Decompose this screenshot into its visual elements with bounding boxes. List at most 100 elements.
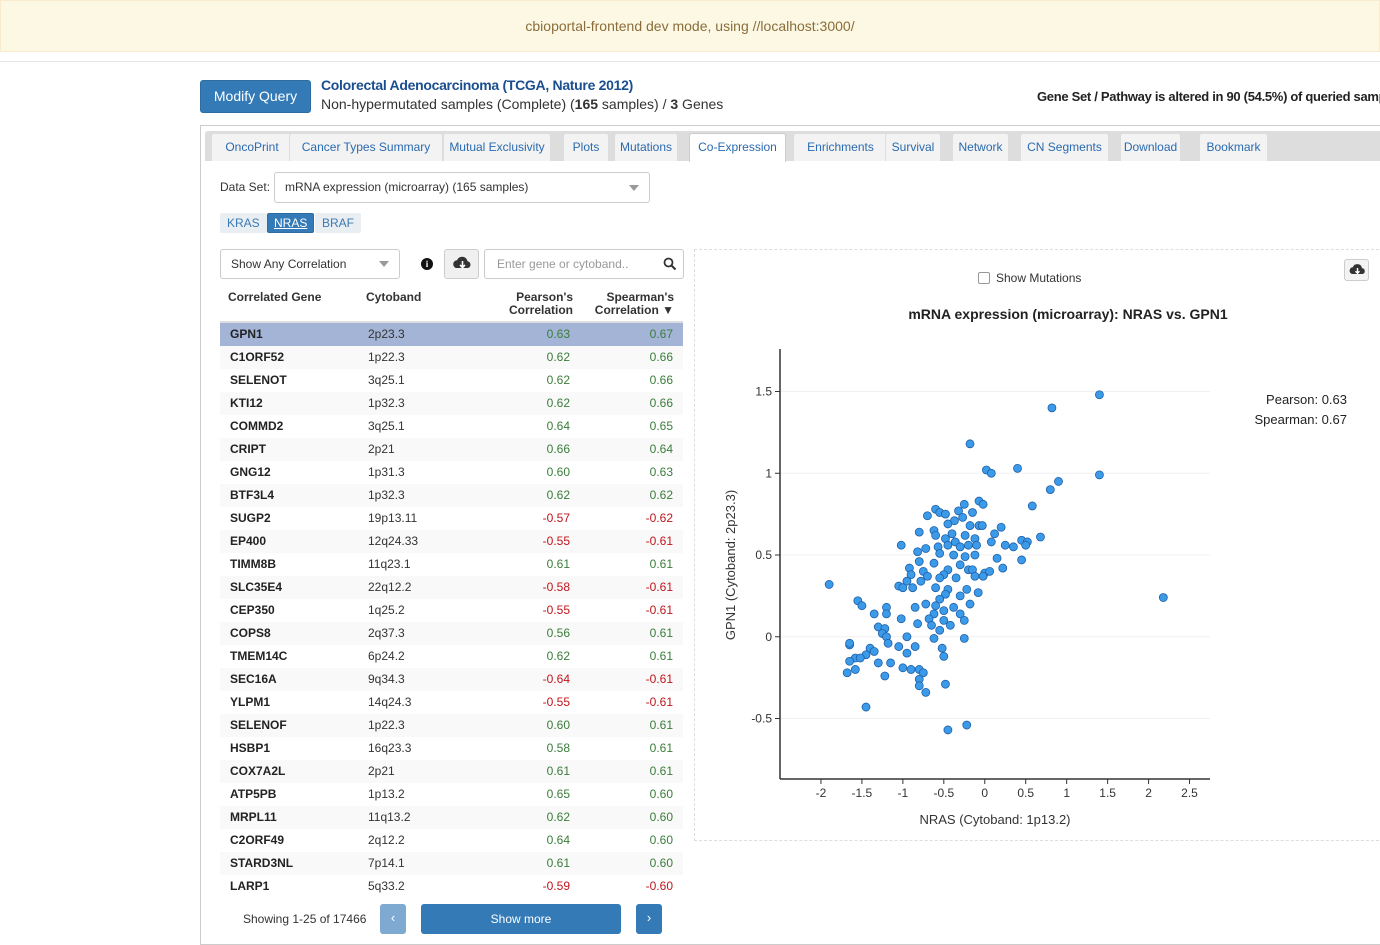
data-point: [1036, 532, 1045, 542]
data-point: [1054, 477, 1063, 486]
data-point: [958, 513, 968, 522]
table-row[interactable]: SLC35E4 22q12.2 -0.58 -0.61: [220, 576, 683, 599]
tab-survival[interactable]: Survival: [885, 133, 941, 161]
spearman-cell: 0.61: [649, 557, 673, 571]
table-row[interactable]: YLPM1 14q24.3 -0.55 -0.61: [220, 691, 683, 714]
cytoband-cell: 1p13.2: [368, 787, 405, 801]
tab-network[interactable]: Network: [952, 133, 1009, 161]
gene-tab-nras[interactable]: NRAS: [267, 213, 315, 233]
data-point: [955, 542, 965, 552]
table-row[interactable]: CEP350 1q25.2 -0.55 -0.61: [220, 599, 683, 622]
cytoband-cell: 1p22.3: [368, 350, 405, 364]
pearson-cell: 0.61: [546, 764, 570, 778]
data-point: [1027, 501, 1037, 511]
table-row[interactable]: MRPL11 11q13.2 0.62 0.60: [220, 806, 683, 829]
show-more-button[interactable]: Show more: [421, 904, 621, 934]
table-row[interactable]: TIMM8B 11q23.1 0.61 0.61: [220, 553, 683, 576]
col-header-spearman-line1: Spearman's: [606, 290, 674, 304]
download-plot-button[interactable]: [1344, 259, 1369, 281]
data-point: [965, 599, 975, 609]
table-row[interactable]: COX7A2L 2p21 0.61 0.61: [220, 760, 683, 783]
correlation-filter-select[interactable]: Show Any Correlation: [220, 249, 400, 279]
data-point: [941, 589, 950, 599]
table-row[interactable]: COMMD2 3q25.1 0.64 0.65: [220, 415, 683, 438]
data-point: [998, 563, 1008, 573]
table-row[interactable]: EP400 12q24.33 -0.55 -0.61: [220, 530, 683, 553]
tab-mutual-exclusivity[interactable]: Mutual Exclusivity: [443, 133, 551, 161]
table-row[interactable]: C1ORF52 1p22.3 0.62 0.66: [220, 346, 683, 369]
cytoband-cell: 2q12.2: [368, 833, 405, 847]
y-tick-label: 0: [765, 630, 772, 644]
data-point: [1021, 540, 1031, 550]
gene-tab-kras[interactable]: KRAS: [220, 213, 267, 233]
tab-mutations[interactable]: Mutations: [614, 133, 678, 161]
table-row[interactable]: CRIPT 2p21 0.66 0.64: [220, 438, 683, 461]
cytoband-cell: 9q34.3: [368, 672, 405, 686]
table-row[interactable]: C2ORF49 2q12.2 0.64 0.60: [220, 829, 683, 852]
spearman-cell: 0.61: [649, 649, 673, 663]
show-mutations-checkbox[interactable]: [978, 272, 990, 284]
table-row[interactable]: LARP1 5q33.2 -0.59 -0.60: [220, 875, 683, 898]
table-row[interactable]: GNG12 1p31.3 0.60 0.63: [220, 461, 683, 484]
show-mutations-toggle[interactable]: Show Mutations: [978, 271, 1081, 285]
spearman-cell: 0.66: [649, 396, 673, 410]
spearman-cell: 0.61: [649, 718, 673, 732]
gene-cell: CRIPT: [230, 442, 266, 456]
table-row[interactable]: SELENOF 1p22.3 0.60 0.61: [220, 714, 683, 737]
table-row[interactable]: TMEM14C 6p24.2 0.62 0.61: [220, 645, 683, 668]
tab-download[interactable]: Download: [1120, 133, 1181, 161]
gene-cell: EP400: [230, 534, 267, 548]
modify-query-button[interactable]: Modify Query: [200, 80, 311, 113]
pearson-cell: 0.63: [546, 327, 570, 341]
gene-cell: C2ORF49: [230, 833, 285, 847]
col-header-pearson[interactable]: Pearson's Correlation: [509, 291, 573, 317]
plot-panel: [694, 249, 1380, 841]
spearman-cell: 0.60: [649, 856, 673, 870]
download-table-button[interactable]: [444, 249, 479, 279]
table-row[interactable]: HSBP1 16q23.3 0.58 0.61: [220, 737, 683, 760]
tab-bookmark[interactable]: Bookmark: [1199, 133, 1268, 161]
tab-co-expression[interactable]: Co-Expression: [689, 133, 786, 162]
tab-enrichments[interactable]: Enrichments: [793, 133, 888, 161]
cytoband-cell: 12q24.33: [368, 534, 419, 548]
pearson-cell: -0.64: [542, 672, 570, 686]
data-point: [977, 521, 987, 530]
dataset-select[interactable]: mRNA expression (microarray) (165 sample…: [274, 172, 650, 203]
col-header-spearman[interactable]: Spearman's Correlation ▼: [595, 291, 674, 317]
spearman-cell: 0.63: [649, 465, 673, 479]
next-page-button[interactable]: ›: [636, 904, 662, 934]
table-row[interactable]: BTF3L4 1p32.3 0.62 0.62: [220, 484, 683, 507]
table-row[interactable]: STARD3NL 7p14.1 0.61 0.60: [220, 852, 683, 875]
gene-cell: MRPL11: [230, 810, 277, 824]
chevron-down-icon: [629, 185, 639, 191]
table-row[interactable]: COPS8 2q37.3 0.56 0.61: [220, 622, 683, 645]
gene-search-field[interactable]: [484, 249, 684, 279]
table-row[interactable]: SELENOT 3q25.1 0.62 0.66: [220, 369, 683, 392]
data-point: [902, 632, 912, 642]
previous-page-button[interactable]: ‹: [380, 904, 406, 934]
table-row[interactable]: SEC16A 9q34.3 -0.64 -0.61: [220, 668, 683, 691]
data-point: [908, 583, 918, 593]
table-row[interactable]: GPN1 2p23.3 0.63 0.67: [220, 323, 683, 346]
gene-tab-braf[interactable]: BRAF: [315, 213, 362, 233]
table-row[interactable]: KTI12 1p32.3 0.62 0.66: [220, 392, 683, 415]
data-point: [845, 656, 855, 666]
gene-count: 3: [670, 96, 679, 112]
table-row[interactable]: SUGP2 19p13.11 -0.57 -0.62: [220, 507, 683, 530]
pagination-status: Showing 1-25 of 17466: [243, 912, 367, 926]
x-tick-label: 0.5: [1017, 786, 1034, 800]
cytoband-cell: 14q24.3: [368, 695, 412, 709]
tab-plots[interactable]: Plots: [563, 133, 609, 161]
info-icon[interactable]: i: [421, 258, 433, 270]
col-header-pearson-line2: Correlation: [508, 303, 573, 317]
pearson-cell: 0.62: [546, 396, 570, 410]
table-row[interactable]: ATP5PB 1p13.2 0.65 0.60: [220, 783, 683, 806]
tab-oncoprint[interactable]: OncoPrint: [211, 133, 293, 161]
gene-search-input[interactable]: [495, 256, 655, 272]
study-title-link[interactable]: Colorectal Adenocarcinoma (TCGA, Nature …: [321, 77, 633, 93]
tab-cn-segments[interactable]: CN Segments: [1020, 133, 1109, 161]
spearman-cell: 0.64: [649, 442, 673, 456]
col-header-cytoband: Cytoband: [366, 290, 422, 304]
tab-cancer-types-summary[interactable]: Cancer Types Summary: [289, 133, 443, 161]
data-point: [1045, 485, 1055, 495]
